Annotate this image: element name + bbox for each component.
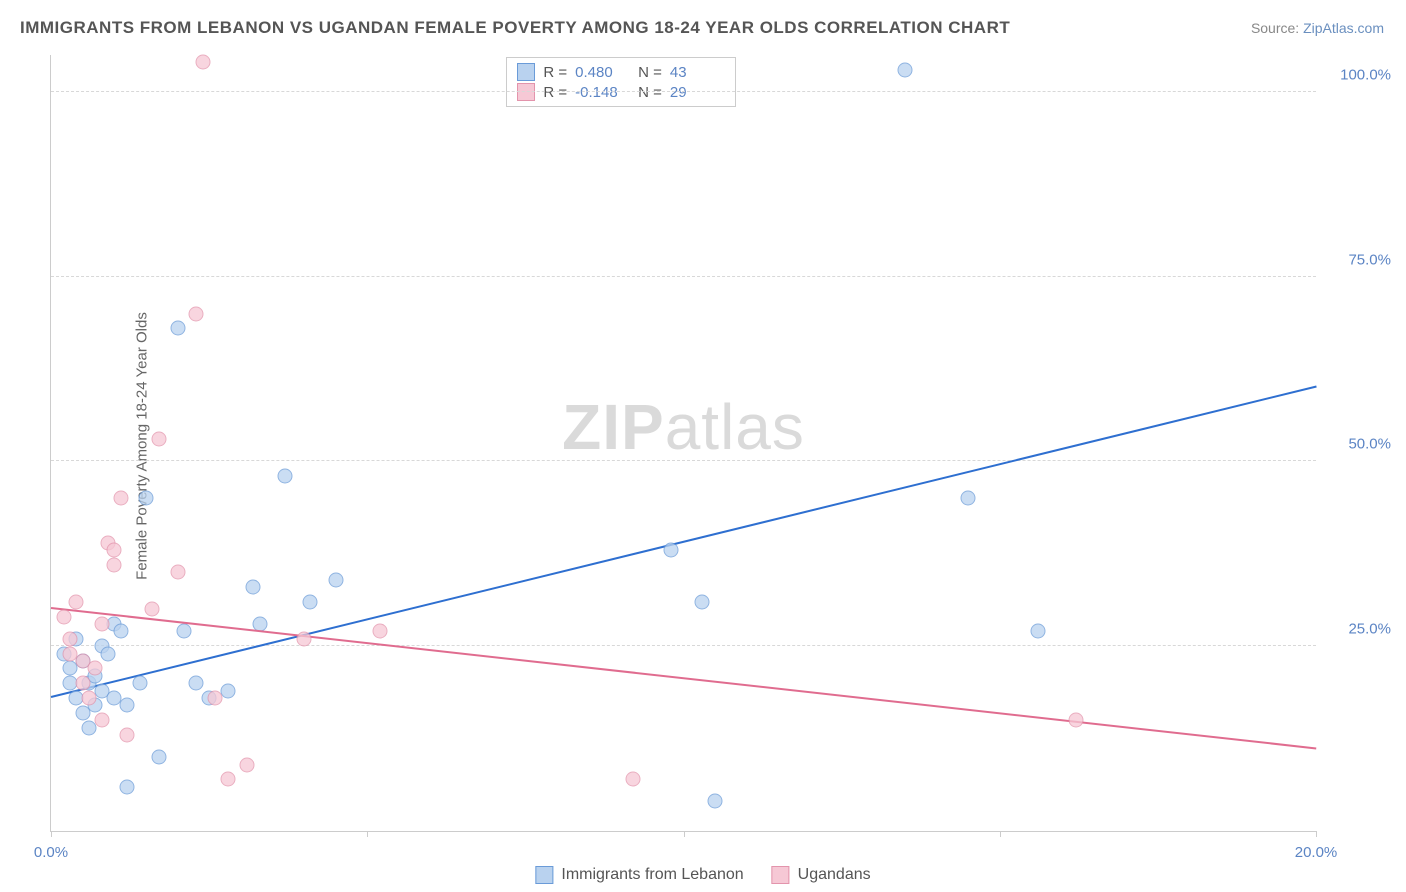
data-point (663, 543, 678, 558)
trend-line (51, 386, 1316, 698)
stats-legend-row: R = -0.148 N = 29 (517, 82, 725, 102)
trend-line (51, 607, 1316, 749)
data-point (119, 698, 134, 713)
stat-n-value: 29 (670, 84, 725, 101)
data-point (1030, 624, 1045, 639)
legend-swatch (535, 866, 553, 884)
data-point (195, 55, 210, 70)
data-point (62, 631, 77, 646)
stat-n-value: 43 (670, 64, 725, 81)
source-attribution: Source: ZipAtlas.com (1251, 20, 1384, 36)
data-point (708, 794, 723, 809)
stat-r-label: R = (543, 84, 567, 101)
data-point (107, 557, 122, 572)
data-point (107, 543, 122, 558)
y-tick-label: 25.0% (1348, 621, 1391, 638)
data-point (151, 432, 166, 447)
stat-n-label: N = (638, 84, 662, 101)
legend-label: Immigrants from Lebanon (561, 866, 743, 884)
data-point (176, 624, 191, 639)
source-label: Source: (1251, 20, 1303, 36)
data-point (297, 631, 312, 646)
data-point (119, 779, 134, 794)
gridline (51, 460, 1316, 461)
legend-item: Immigrants from Lebanon (535, 866, 743, 884)
data-point (138, 491, 153, 506)
data-point (625, 772, 640, 787)
data-point (961, 491, 976, 506)
x-tick-label: 20.0% (1295, 844, 1338, 861)
scatter-plot-area: ZIPatlas R =0.480N =43R =-0.148N =29 25.… (50, 55, 1316, 832)
data-point (303, 594, 318, 609)
y-tick-label: 75.0% (1348, 251, 1391, 268)
data-point (75, 676, 90, 691)
gridline (51, 276, 1316, 277)
data-point (56, 609, 71, 624)
gridline (51, 91, 1316, 92)
data-point (221, 772, 236, 787)
data-point (69, 594, 84, 609)
y-tick-label: 100.0% (1340, 66, 1391, 83)
bottom-legend: Immigrants from Lebanon Ugandans (535, 866, 870, 884)
stat-n-label: N = (638, 64, 662, 81)
x-tick (684, 831, 685, 837)
data-point (113, 491, 128, 506)
data-point (132, 676, 147, 691)
x-tick-label: 0.0% (34, 844, 68, 861)
data-point (372, 624, 387, 639)
x-tick (367, 831, 368, 837)
data-point (119, 727, 134, 742)
data-point (189, 306, 204, 321)
data-point (145, 602, 160, 617)
data-point (151, 750, 166, 765)
data-point (170, 565, 185, 580)
data-point (1068, 713, 1083, 728)
gridline (51, 645, 1316, 646)
x-tick (51, 831, 52, 837)
stats-legend-box: R = 0.480 N = 43 R = -0.148 N = 29 (506, 57, 736, 107)
x-tick (1316, 831, 1317, 837)
stat-r-label: R = (543, 64, 567, 81)
data-point (100, 646, 115, 661)
legend-swatch (517, 63, 535, 81)
legend-swatch (772, 866, 790, 884)
data-point (170, 321, 185, 336)
y-tick-label: 50.0% (1348, 436, 1391, 453)
data-point (81, 690, 96, 705)
data-point (240, 757, 255, 772)
data-point (695, 594, 710, 609)
legend-swatch (517, 83, 535, 101)
data-point (88, 661, 103, 676)
data-point (94, 617, 109, 632)
data-point (94, 713, 109, 728)
data-point (278, 469, 293, 484)
data-point (113, 624, 128, 639)
chart-container: IMMIGRANTS FROM LEBANON VS UGANDAN FEMAL… (0, 0, 1406, 892)
source-value: ZipAtlas.com (1303, 20, 1384, 36)
legend-item: Ugandans (772, 866, 871, 884)
stat-r-value: -0.148 (575, 84, 630, 101)
stat-r-value: 0.480 (575, 64, 630, 81)
data-point (246, 580, 261, 595)
data-point (897, 62, 912, 77)
chart-title: IMMIGRANTS FROM LEBANON VS UGANDAN FEMAL… (20, 18, 1010, 38)
stats-legend-row: R = 0.480 N = 43 (517, 62, 725, 82)
data-point (328, 572, 343, 587)
data-point (189, 676, 204, 691)
x-tick (1000, 831, 1001, 837)
watermark-text: ZIPatlas (562, 390, 805, 464)
legend-label: Ugandans (798, 866, 871, 884)
data-point (208, 690, 223, 705)
